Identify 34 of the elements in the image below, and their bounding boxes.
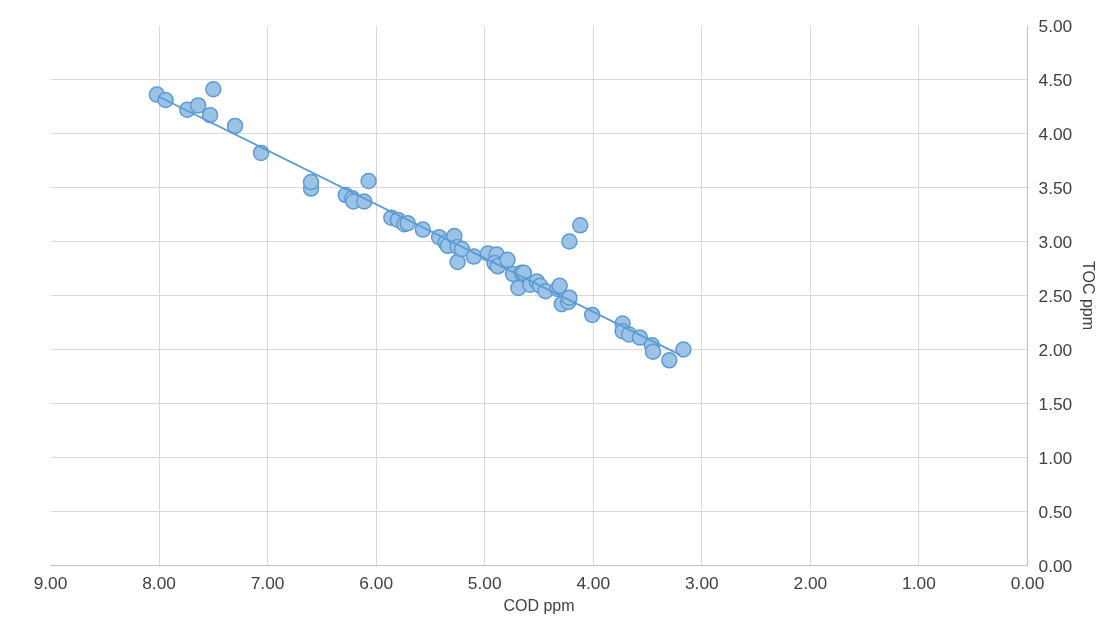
x-tick-label: 4.00	[576, 572, 611, 593]
x-tick-label: 7.00	[250, 572, 285, 593]
point	[302, 173, 320, 191]
point	[360, 172, 377, 190]
y-tick-label: 0.50	[1038, 501, 1073, 522]
x-tick-label: 6.00	[359, 572, 394, 593]
point	[449, 253, 466, 271]
point	[644, 343, 662, 360]
y-axis-title: TOC ppm	[1080, 260, 1098, 331]
point	[561, 233, 578, 250]
x-tick-label: 1.00	[902, 572, 936, 593]
y-tick-label: 3.50	[1038, 177, 1073, 198]
y-tick-label: 4.50	[1038, 69, 1073, 90]
y-tick-label: 2.50	[1038, 285, 1073, 306]
y-tick-label: 1.00	[1038, 447, 1073, 468]
point	[675, 341, 692, 358]
x-tick-label: 5.00	[467, 572, 502, 593]
point	[226, 117, 244, 135]
point	[189, 97, 207, 114]
y-tick-label: 5.00	[1038, 15, 1073, 36]
y-tick-label: 4.00	[1038, 123, 1073, 144]
point	[661, 352, 678, 369]
point	[201, 106, 219, 124]
y-tick-label: 3.00	[1038, 231, 1073, 252]
x-axis-title: COD ppm	[503, 596, 575, 614]
x-tick-label: 3.00	[684, 572, 719, 593]
y-tick-label: 1.50	[1038, 393, 1073, 414]
x-tick-label: 2.00	[793, 572, 828, 593]
point	[205, 80, 222, 98]
point	[572, 217, 589, 234]
x-tick-label: 8.00	[142, 572, 176, 593]
y-tick-label: 2.00	[1038, 339, 1073, 360]
point	[499, 251, 516, 269]
x-tick-label: 9.00	[33, 572, 68, 593]
